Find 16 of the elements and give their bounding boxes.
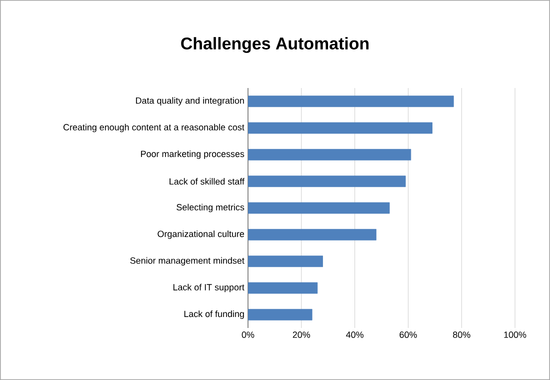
x-tick-label: 60% (400, 332, 417, 338)
y-tick-label: Data quality and integration (136, 97, 244, 106)
y-tick-label: Lack of skilled staff (170, 178, 244, 185)
x-tick-label: 100% (504, 332, 526, 338)
y-tick-label: Lack of funding (184, 310, 244, 319)
x-tick-label: 80% (453, 332, 470, 338)
y-tick-label: Senior management mindset (130, 257, 244, 266)
x-tick-label: 0% (242, 332, 254, 338)
x-tick-label: 20% (292, 332, 310, 338)
y-tick-label: Organizational culture (158, 230, 244, 239)
chart-title: Challenges Automation (181, 37, 369, 53)
y-tick-label: Lack of IT support (173, 284, 244, 292)
x-tick-label: 40% (346, 332, 364, 338)
y-tick-label: Selecting metrics (176, 204, 244, 212)
y-tick-label: Poor marketing processes (141, 150, 244, 159)
y-tick-label: Creating enough content at a reasonable cost (63, 124, 244, 132)
